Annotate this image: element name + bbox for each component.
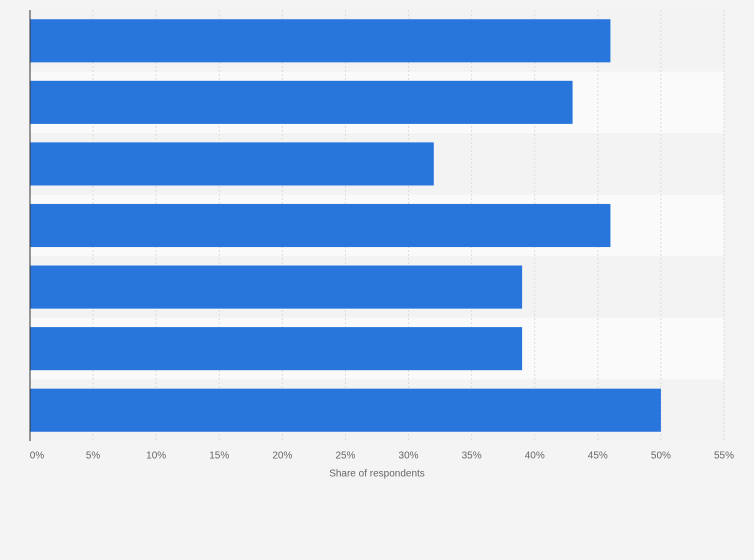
x-axis-label: Share of respondents	[329, 469, 425, 480]
x-tick-label: 10%	[146, 451, 166, 462]
x-tick-label: 40%	[525, 451, 545, 462]
x-tick-label: 45%	[588, 451, 608, 462]
bar	[30, 327, 523, 371]
bar	[30, 388, 661, 432]
x-tick-label: 20%	[272, 451, 292, 462]
x-tick-label: 5%	[86, 451, 101, 462]
x-tick-label: 25%	[335, 451, 355, 462]
bar	[30, 19, 611, 63]
x-tick-label: 30%	[399, 451, 419, 462]
bar	[30, 142, 434, 186]
bar	[30, 203, 611, 248]
bar	[30, 265, 523, 309]
x-tick-label: 35%	[462, 451, 482, 462]
x-tick-label: 0%	[30, 451, 45, 462]
x-tick-label: 50%	[651, 451, 671, 462]
bar	[30, 80, 573, 124]
x-tick-label: 55%	[714, 451, 734, 462]
x-tick-label: 15%	[209, 451, 229, 462]
